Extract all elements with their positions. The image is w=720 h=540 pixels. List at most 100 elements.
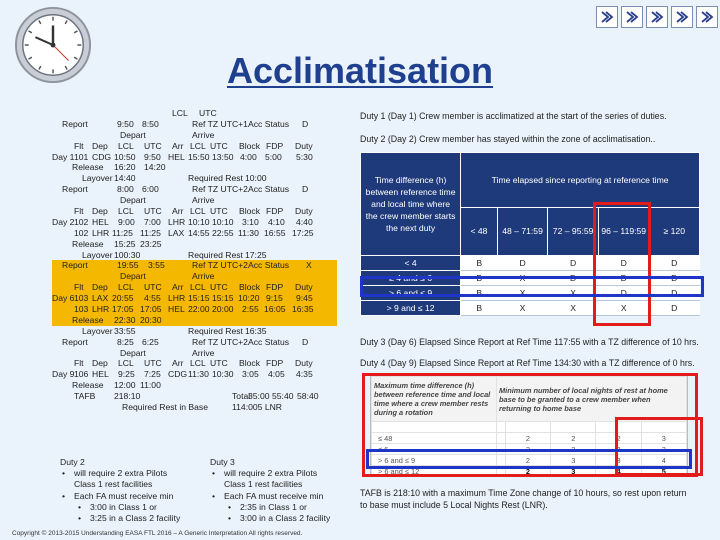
itinerary-cell: 17:05 <box>140 304 162 315</box>
itinerary-cell: 15:25 <box>114 238 136 249</box>
acc-col-header: 72 – 95:59 <box>547 206 599 257</box>
itinerary-cell: UTC <box>210 140 228 151</box>
itinerary-cell: LAX <box>168 227 185 238</box>
acc-row-label: > 9 and ≤ 12 <box>359 300 462 316</box>
clock-icon <box>14 6 92 84</box>
itinerary-cell: 19:55 <box>117 260 139 271</box>
itinerary-cell: 100:30 <box>114 249 141 260</box>
itinerary-section-day-6: Report 19:55 3:55 Ref TZ UTC+2 Acc Status X De… <box>52 260 337 326</box>
itinerary-cell: 3:10 <box>242 216 259 227</box>
itinerary-cell: LCL <box>190 358 206 369</box>
acclimatisation-table: Time difference (h) between reference ti… <box>359 152 701 316</box>
itinerary-cell: Dep <box>92 358 108 369</box>
page-title: Acclimatisation <box>226 50 494 91</box>
chevron-right-icon <box>596 6 618 28</box>
itinerary-cell: 102 <box>74 216 89 227</box>
itinerary-cell: 14:55 <box>188 227 210 238</box>
itinerary-line: 102 LHR 11:25 11:25 LAX 14:55 22:55 11:30 16:55 1… <box>52 228 337 239</box>
itinerary-cell: Arr <box>172 206 184 217</box>
itinerary-cell: 7:25 <box>144 369 161 380</box>
acc-table-cell: B <box>460 300 498 316</box>
itinerary-cell: Ref TZ UTC+2 <box>192 336 248 347</box>
itinerary-line: Layover 14:40 Required Rest 10:00 <box>52 173 337 184</box>
itinerary-line: Day 6 103 LAX 20:55 4:55 LHR 15:15 15:15 10:20 9:… <box>52 293 337 304</box>
itinerary-cell: Duty <box>295 358 313 369</box>
itinerary-cell: FDP <box>266 282 284 293</box>
itinerary-cell: 3:05 <box>242 369 259 380</box>
itinerary-cell: 101 <box>74 151 89 162</box>
blue-highlight-box <box>360 276 704 297</box>
itinerary-cell: 3:55 <box>148 260 165 271</box>
note-item: • 2:35 in Class 1 or <box>210 502 360 513</box>
chevron-right-icon <box>621 6 643 28</box>
chevron-right-icon <box>696 6 718 28</box>
itinerary-cell: 11:30 <box>238 227 259 238</box>
itinerary-cell: HEL <box>168 151 185 162</box>
itinerary-cell: 17:05 <box>112 304 134 315</box>
itinerary-cell: 11:25 <box>140 227 161 238</box>
itinerary-cell: CDG <box>92 151 112 162</box>
itinerary-cell: UTC <box>144 206 162 217</box>
itinerary-cell: 20:30 <box>140 314 162 325</box>
chevron-right-icon <box>646 6 668 28</box>
itinerary-cell: Duty <box>295 282 313 293</box>
itinerary-cell: 4:40 <box>296 216 313 227</box>
itinerary-cell: D <box>302 336 309 347</box>
note-item: • 3:00 in Class 1 or <box>60 502 210 513</box>
note-text: Class 1 rest facilities <box>224 479 303 490</box>
itinerary-cell: LHR <box>168 293 186 304</box>
acc-table-cell: D <box>649 300 700 316</box>
itinerary-cell: 9:25 <box>118 369 135 380</box>
chevron-strip <box>596 6 718 28</box>
itinerary-cell: 103 <box>74 293 89 304</box>
blue-highlight-box <box>366 449 692 469</box>
itinerary-cell: 9:50 <box>144 151 161 162</box>
chevron-right-icon <box>671 6 693 28</box>
min-rest-left-header: Maximum time difference (h) between refe… <box>371 376 497 422</box>
itinerary-cell: UTC <box>210 282 228 293</box>
itinerary-cell: Day 6 <box>52 293 75 304</box>
itinerary-cell: 8:00 <box>117 184 134 195</box>
itinerary-cell: 11:25 <box>112 227 133 238</box>
itinerary-cell: Release <box>72 238 104 249</box>
itinerary-line: Report 19:55 3:55 Ref TZ UTC+2 Acc Status X <box>52 260 337 271</box>
itinerary-cell: 16:05 <box>264 304 286 315</box>
itinerary-cell: 5:30 <box>296 151 313 162</box>
duty-1-text: Duty 1 (Day 1) Crew member is acclimatiz… <box>360 111 667 121</box>
itinerary-cell: Ref TZ UTC+1 <box>192 118 248 129</box>
itinerary-cell: Duty <box>295 140 313 151</box>
itinerary-cell: UTC <box>199 108 217 118</box>
itinerary-cell: 15:15 <box>212 293 234 304</box>
note-text: Each FA must receive min <box>224 490 324 501</box>
itinerary-cell: FDP <box>266 140 284 151</box>
itinerary-cell: 16:20 <box>114 162 136 173</box>
itinerary-cell: 4:00 <box>240 151 257 162</box>
itinerary-cell: Acc Status <box>248 118 290 129</box>
itinerary-cell: 13:50 <box>212 151 234 162</box>
itinerary-cell: 10:30 <box>212 369 234 380</box>
itinerary-cell: Flt <box>74 358 84 369</box>
itinerary-section-day-9: Layover 33:55 Required Rest 16:35 Report 8:25… <box>52 326 337 413</box>
itinerary-cell: Report <box>62 118 88 129</box>
itinerary-line: LCL UTC <box>52 108 337 119</box>
itinerary-line: 103 LHR 17:05 17:05 HEL 22:00 20:00 2:55 16:05 16… <box>52 304 337 315</box>
itinerary-cell: Arrive <box>192 195 215 206</box>
itinerary-cell: 9:15 <box>266 293 283 304</box>
acc-table-cell: X <box>547 300 599 316</box>
itinerary-cell: LCL <box>172 108 188 118</box>
itinerary-cell: Total <box>232 391 251 402</box>
itinerary-line: Release 12:00 11:00 <box>52 380 337 391</box>
itinerary-cell: Ref TZ UTC+2 <box>192 260 248 271</box>
itinerary-cell: 9:50 <box>117 118 134 129</box>
itinerary-cell: 17:25 <box>245 249 267 260</box>
itinerary-cell: 4:10 <box>268 216 285 227</box>
itinerary-cell: 35:00 <box>248 391 270 402</box>
bullet: • <box>78 513 82 524</box>
itinerary-cell: 16:35 <box>245 325 267 336</box>
itinerary-cell: Duty <box>295 206 313 217</box>
acc-table-cell: D <box>497 255 548 271</box>
itinerary-cell: D <box>302 118 309 129</box>
note-item: • will require 2 extra Pilots <box>60 468 210 479</box>
itinerary-cell: Acc Status <box>248 260 290 271</box>
